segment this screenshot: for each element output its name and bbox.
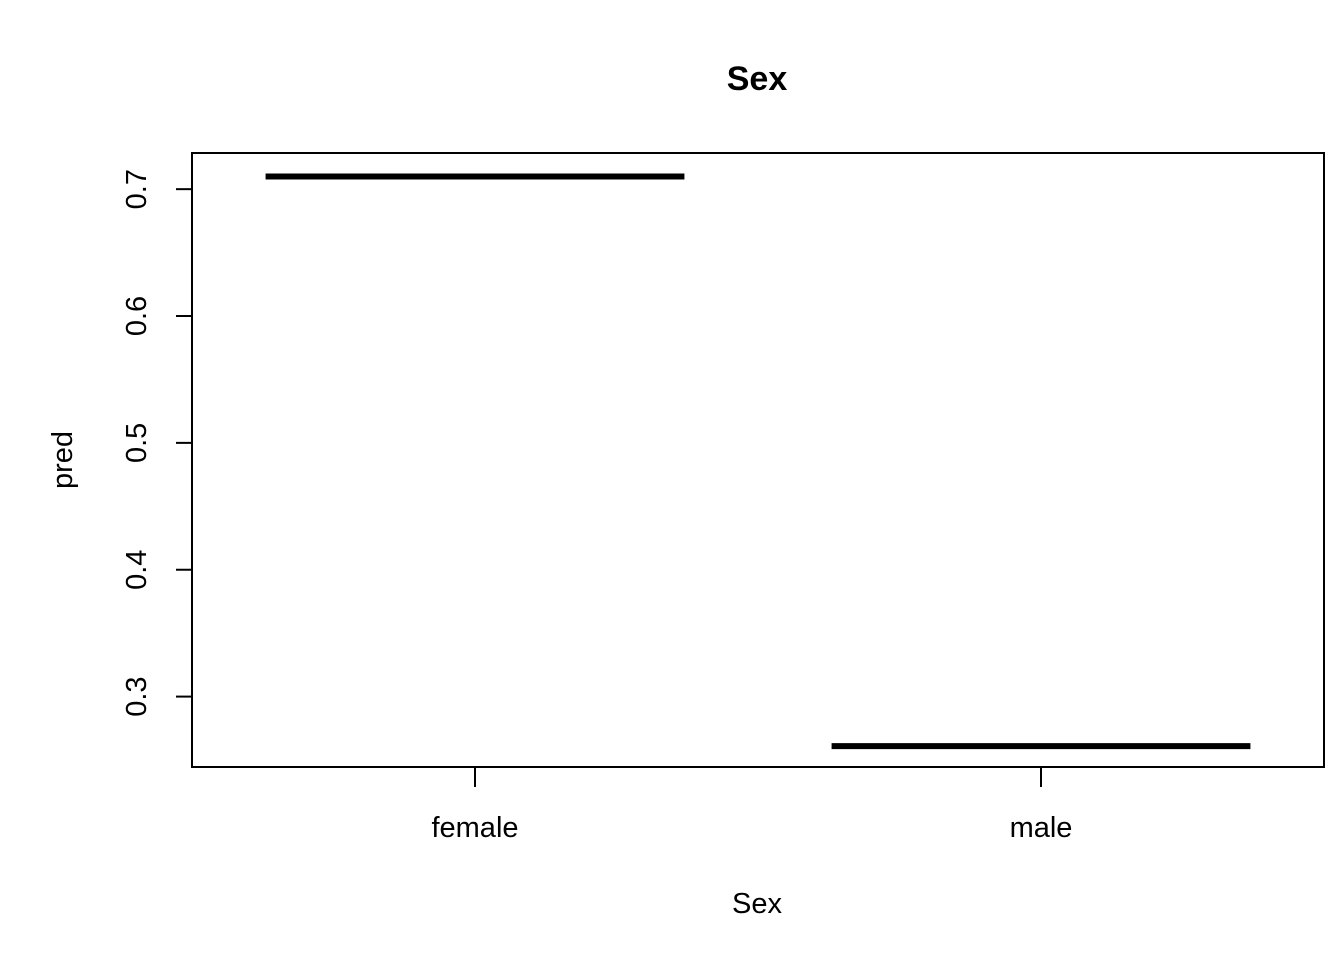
y-tick-label-1: 0.4: [121, 550, 153, 590]
x-tick-label-female: female: [431, 812, 518, 844]
y-tick-label-4: 0.7: [121, 169, 153, 209]
y-axis: 0.3 0.4 0.5 0.6 0.7: [121, 169, 192, 717]
chart-title: Sex: [727, 60, 788, 98]
x-tick-label-male: male: [1010, 812, 1073, 844]
x-axis-label: Sex: [732, 888, 782, 920]
plot-frame: [191, 152, 1325, 768]
x-axis: female male: [431, 767, 1072, 844]
y-tick-label-2: 0.5: [121, 423, 153, 463]
y-axis-label: pred: [47, 431, 79, 489]
data-marks: [265, 173, 1251, 750]
y-tick-label-0: 0.3: [121, 676, 153, 716]
y-tick-label-3: 0.6: [121, 296, 153, 336]
